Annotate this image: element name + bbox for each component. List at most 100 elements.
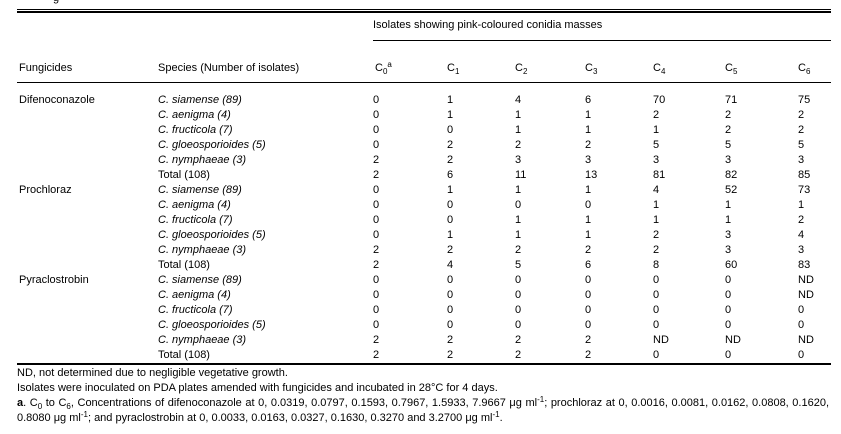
value-cell: 82 — [725, 168, 738, 181]
value-cell: 0 — [515, 303, 522, 316]
table-top-rule-thick — [17, 11, 831, 13]
fungicide-cell — [17, 213, 158, 228]
value-cell: 0 — [447, 123, 454, 136]
footnote-1: ND, not determined due to negligible veg… — [17, 366, 829, 381]
footnote-2: Isolates were inoculated on PDA plates a… — [17, 381, 829, 396]
conc-col-header-c4: C4 — [653, 40, 725, 83]
footnote-segment: ; prochloraz at 0, 0.0016, 0.0081, 0.016… — [17, 397, 830, 424]
value-cell: 81 — [653, 168, 666, 181]
value-cell: 2 — [373, 168, 380, 181]
fungicides-column-header: Fungicides — [17, 13, 158, 83]
species-cell: C. fructicola (7) — [158, 123, 233, 136]
footnote-segment: . C — [23, 397, 38, 409]
value-cell: 0 — [515, 198, 522, 211]
footnote-segment: to C — [42, 397, 67, 409]
value-cell: 1 — [585, 108, 592, 121]
value-cell: 0 — [373, 198, 380, 211]
fungicide-cell — [17, 153, 158, 168]
footnotes: ND, not determined due to negligible veg… — [17, 366, 829, 426]
value-cell: 2 — [447, 333, 454, 346]
species-cell: C. aenigma (4) — [158, 198, 231, 211]
table-top-rule-thin — [17, 9, 831, 10]
value-cell: 2 — [585, 333, 592, 346]
value-cell: 1 — [653, 123, 660, 136]
value-cell: ND — [798, 273, 814, 286]
value-cell: 3 — [798, 153, 805, 166]
table-row: C. fructicola (7) 0 0 1 1 1 2 2 — [17, 123, 831, 138]
value-cell: 3 — [653, 153, 660, 166]
value-cell: 0 — [515, 273, 522, 286]
value-cell: 0 — [798, 303, 805, 316]
value-cell: 75 — [798, 93, 811, 106]
species-cell: C. gloeosporioides (5) — [158, 228, 266, 241]
value-cell: 2 — [653, 108, 660, 121]
fungicide-cell — [17, 288, 158, 303]
value-cell: 5 — [653, 138, 660, 151]
value-cell: 0 — [373, 273, 380, 286]
value-cell: 2 — [653, 228, 660, 241]
value-cell: 0 — [725, 303, 732, 316]
footnote-segment: ; and pyraclostrobin at 0, 0.0033, 0.016… — [87, 412, 466, 424]
footnote-segment: μg ml — [53, 412, 81, 424]
conc-col-header-c6: C6 — [798, 40, 832, 83]
value-cell: 0 — [373, 93, 380, 106]
value-cell: 1 — [653, 198, 660, 211]
value-cell: 0 — [798, 318, 805, 331]
value-cell: 0 — [447, 198, 454, 211]
value-cell: 0 — [653, 303, 660, 316]
value-cell: 0 — [373, 228, 380, 241]
value-cell: 4 — [798, 228, 805, 241]
value-cell: 0 — [373, 288, 380, 301]
species-cell: Total (108) — [158, 348, 210, 361]
fungicide-cell — [17, 303, 158, 318]
value-cell: 0 — [725, 348, 732, 361]
table-row: C. aenigma (4) 0 0 0 0 0 0 ND — [17, 288, 831, 303]
caption-fragment-text: g — [53, 0, 71, 4]
fungicide-cell: Difenoconazole — [19, 93, 95, 106]
span-header: Isolates showing pink-coloured conidia m… — [373, 13, 832, 41]
value-cell: 1 — [447, 183, 454, 196]
value-cell: 2 — [447, 243, 454, 256]
value-cell: 13 — [585, 168, 598, 181]
value-cell: 6 — [585, 93, 592, 106]
value-cell: 3 — [585, 153, 592, 166]
value-cell: 2 — [373, 243, 380, 256]
value-cell: 0 — [373, 303, 380, 316]
value-cell: 2 — [798, 213, 805, 226]
table-row: C. nymphaeae (3) 2 2 3 3 3 3 3 — [17, 153, 831, 168]
table-row: C. gloeosporioides (5) 0 0 0 0 0 0 0 — [17, 318, 831, 333]
fungicide-cell: Prochloraz — [19, 183, 72, 196]
fungicide-cell — [17, 348, 158, 364]
table-body: Difenoconazole C. siamense (89) 0 1 4 6 70 71 75… — [17, 82, 831, 364]
footnote-segment: -1 — [537, 395, 545, 404]
table-row: C. fructicola (7) 0 0 1 1 1 1 2 — [17, 213, 831, 228]
value-cell: 1 — [515, 123, 522, 136]
value-cell: 6 — [585, 258, 592, 271]
table-row: C. aenigma (4) 0 1 1 1 2 2 2 — [17, 108, 831, 123]
value-cell: 0 — [725, 318, 732, 331]
species-cell: C. siamense (89) — [158, 93, 242, 106]
table-row: Difenoconazole C. siamense (89) 0 1 4 6 70 71 75 — [17, 93, 831, 108]
value-cell: 0 — [585, 318, 592, 331]
value-cell: 71 — [725, 93, 738, 106]
value-cell: 0 — [373, 183, 380, 196]
footnote-segment: μg ml — [465, 412, 493, 424]
value-cell: 2 — [447, 153, 454, 166]
fungicide-cell — [17, 138, 158, 153]
footnote-segment: μg ml — [509, 397, 538, 409]
value-cell: 2 — [447, 138, 454, 151]
value-cell: 0 — [585, 303, 592, 316]
value-cell: 2 — [447, 348, 454, 361]
species-cell: C. siamense (89) — [158, 273, 242, 286]
value-cell: 0 — [653, 273, 660, 286]
table-row: C. nymphaeae (3) 2 2 2 2 ND ND ND — [17, 333, 831, 348]
fungicide-cell: Pyraclostrobin — [19, 273, 89, 286]
footnote-segment: . — [499, 412, 503, 424]
value-cell: 0 — [373, 108, 380, 121]
value-cell: 0 — [653, 288, 660, 301]
value-cell: 2 — [373, 348, 380, 361]
value-cell: 1 — [515, 228, 522, 241]
value-cell: 0 — [585, 198, 592, 211]
value-cell: 0 — [585, 288, 592, 301]
value-cell: 8 — [653, 258, 660, 271]
